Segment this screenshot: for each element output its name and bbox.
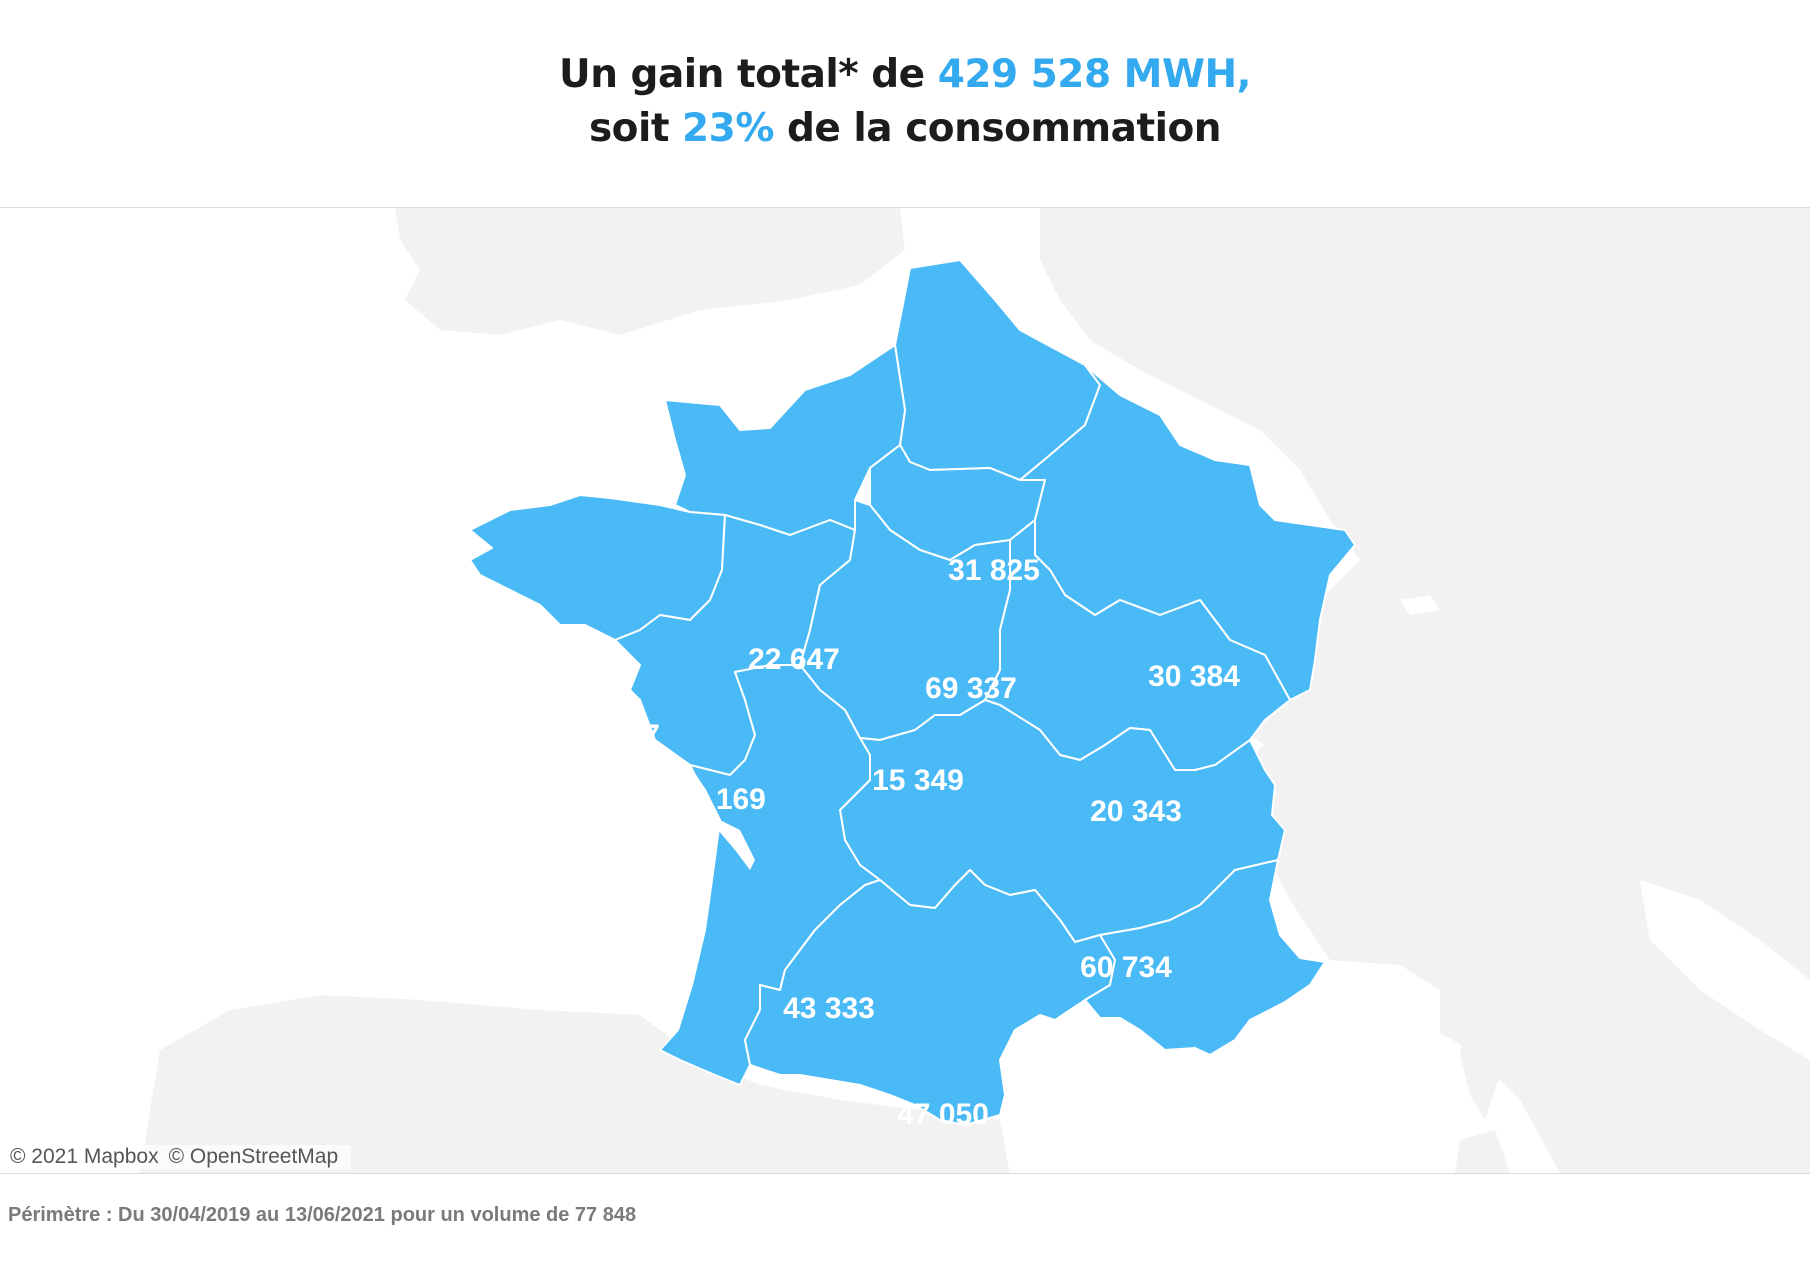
lake-constance <box>1400 595 1440 615</box>
regions <box>469 259 1356 1126</box>
map-canvas[interactable]: 31 825 22 647 69 337 30 384 23 927 24 16… <box>0 208 1810 1173</box>
label-bourgogne-franche-comte: 20 343 <box>1090 795 1182 828</box>
page-title: Un gain total* de 429 528 MWH, soit 23% … <box>0 48 1810 156</box>
title-line2-suffix: de la consommation <box>773 106 1222 151</box>
lakes <box>1000 595 1810 1173</box>
land-england <box>395 208 905 335</box>
title-line2-prefix: soit <box>588 106 683 151</box>
region-bretagne[interactable] <box>469 494 726 641</box>
label-ile-de-france: 69 337 <box>925 672 1017 705</box>
label-nouvelle-aquitaine: 43 333 <box>783 992 875 1025</box>
land-sardinia <box>1455 1130 1510 1173</box>
label-centre: 15 349 <box>872 764 964 797</box>
region-labels: 31 825 22 647 69 337 30 384 23 927 24 16… <box>568 554 1270 1131</box>
consumption-percent: 23% <box>682 106 774 151</box>
land-corsica <box>1460 1000 1500 1120</box>
footer-divider <box>0 1173 1810 1174</box>
label-hauts-de-france: 31 825 <box>948 554 1040 587</box>
sea-adriatic <box>1640 880 1810 1060</box>
region-occitanie[interactable] <box>744 869 1116 1126</box>
footer-note: Périmètre : Du 30/04/2019 au 13/06/2021 … <box>8 1204 637 1226</box>
land-spain <box>140 995 1010 1173</box>
land-continent-east <box>1040 208 1810 1173</box>
label-paca: 40 429 <box>1178 1067 1270 1100</box>
region-normandie[interactable] <box>664 344 906 536</box>
osm-attribution-link[interactable]: © OpenStreetMap <box>168 1145 339 1168</box>
title-line-1: Un gain total* de 429 528 MWH, <box>0 48 1810 102</box>
label-grand-est: 30 384 <box>1148 660 1240 693</box>
gironde-estuary <box>718 820 755 870</box>
sea-ligurian <box>1000 960 1440 1173</box>
water-accents <box>718 820 755 870</box>
mapbox-attribution-link[interactable]: © 2021 Mapbox <box>10 1145 159 1168</box>
label-auvergne-rhone-alpes: 60 734 <box>1080 951 1172 984</box>
title-line-2: soit 23% de la consommation <box>0 102 1810 156</box>
region-paca[interactable] <box>1084 859 1326 1056</box>
header: Un gain total* de 429 528 MWH, soit 23% … <box>0 0 1810 208</box>
label-normandie: 22 647 <box>748 643 840 676</box>
label-pays-de-la-loire: 24 169 <box>674 783 766 816</box>
total-gain-value: 429 528 MWH, <box>937 52 1252 97</box>
title-prefix: Un gain total* de <box>559 52 938 97</box>
france-region-map[interactable]: 31 825 22 647 69 337 30 384 23 927 24 16… <box>0 208 1810 1173</box>
map-attribution: © 2021 Mapbox © OpenStreetMap <box>7 1145 352 1169</box>
label-occitanie: 47 050 <box>897 1098 989 1131</box>
label-bretagne: 23 927 <box>568 719 660 752</box>
background-land <box>140 208 1810 1173</box>
